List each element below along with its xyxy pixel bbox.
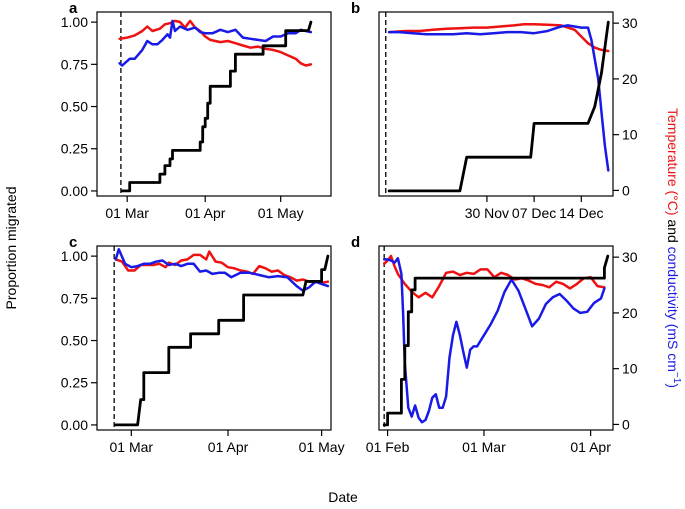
conductivity-line-b: [387, 24, 610, 172]
proportion-line-b: [387, 20, 610, 193]
x-tick-label-c-2: 01 May: [299, 439, 345, 455]
left-axis-title: Proportion migrated: [3, 187, 19, 310]
y-right-tick-label-b-1: 10: [622, 127, 638, 143]
temperature-line-b: [387, 23, 610, 53]
y-left-tick-label-a-2: 0.50: [61, 99, 88, 115]
y-left-tick-label-c-2: 0.50: [61, 333, 88, 349]
panel-letter-c: c: [69, 234, 77, 251]
conductivity-line-d: [382, 257, 606, 424]
conductivity-line-c: [114, 248, 330, 292]
y-left-tick-label-a-0: 0.00: [61, 183, 88, 199]
panel-b: b 30 Nov 07 Dec 14 Dec 0 10 20 30: [351, 0, 638, 221]
x-tick-label-a-2: 01 May: [258, 205, 304, 221]
temperature-line-c: [114, 250, 330, 285]
panel-c: c 01 Mar 01 Apr 01 May 0.00 0.25 0.50 0.75 1.00: [61, 234, 345, 455]
y-left-tick-label-a-1: 0.25: [61, 141, 88, 157]
y-left-tick-label-c-4: 1.00: [61, 248, 88, 264]
y-left-tick-label-a-4: 1.00: [61, 14, 88, 30]
panel-letter-d: d: [351, 234, 360, 251]
y-left-tick-label-c-3: 0.75: [61, 290, 88, 306]
x-tick-label-c-1: 01 Apr: [208, 439, 249, 455]
x-tick-label-a-1: 01 Apr: [185, 205, 226, 221]
y-left-tick-label-a-3: 0.75: [61, 56, 88, 72]
x-tick-label-d-0: 01 Feb: [366, 439, 410, 455]
y-right-tick-label-d-2: 20: [622, 305, 638, 321]
y-right-tick-label-b-3: 30: [622, 15, 638, 31]
y-left-tick-label-c-0: 0.00: [61, 417, 88, 433]
panel-d: d 01 Feb 01 Mar 01 Apr 0 10 20 30: [351, 234, 638, 455]
y-left-tick-label-c-1: 0.25: [61, 375, 88, 391]
proportion-line-a: [120, 20, 313, 193]
x-tick-label-c-0: 01 Mar: [110, 439, 154, 455]
right-axis-title: Temperature (°C) and conductivity (mS cm…: [665, 108, 682, 388]
x-tick-label-d-2: 01 Apr: [570, 439, 611, 455]
right-axis-title-conductivity: conductivity (mS cm: [665, 247, 681, 372]
y-right-tick-label-b-2: 20: [622, 71, 638, 87]
y-right-tick-label-d-0: 0: [622, 416, 630, 432]
y-right-tick-label-d-1: 10: [622, 361, 638, 377]
plot-frame-a: [96, 11, 332, 197]
panel-letter-a: a: [69, 0, 78, 17]
proportion-line-d: [382, 254, 610, 427]
panel-letter-b: b: [351, 0, 360, 17]
right-axis-title-and: and: [665, 216, 681, 247]
y-right-tick-label-b-0: 0: [622, 182, 630, 198]
right-axis-title-close: ): [665, 383, 681, 388]
plot-frame-c: [96, 245, 332, 431]
x-tick-label-a-0: 01 Mar: [105, 205, 149, 221]
y-right-tick-label-d-3: 30: [622, 249, 638, 265]
plot-frame-b: [378, 11, 614, 197]
right-axis-title-temperature: Temperature (°C): [665, 108, 681, 216]
plot-frame-d: [378, 245, 614, 431]
temperature-line-a: [118, 19, 313, 67]
temperature-line-d: [382, 254, 606, 299]
x-tick-label-b-2: 14 Dec: [559, 205, 603, 221]
proportion-line-c: [114, 254, 330, 427]
right-axis-title-exponent: −1: [671, 372, 682, 384]
panel-a: a 01 Mar 01 Apr 01 May 0.00 0.25 0.50 0.75 1.00: [61, 0, 332, 221]
conductivity-line-a: [118, 19, 313, 67]
x-tick-label-b-0: 30 Nov: [465, 205, 509, 221]
x-tick-label-b-1: 07 Dec: [512, 205, 556, 221]
x-tick-label-d-1: 01 Mar: [462, 439, 506, 455]
x-axis-title: Date: [328, 489, 358, 505]
